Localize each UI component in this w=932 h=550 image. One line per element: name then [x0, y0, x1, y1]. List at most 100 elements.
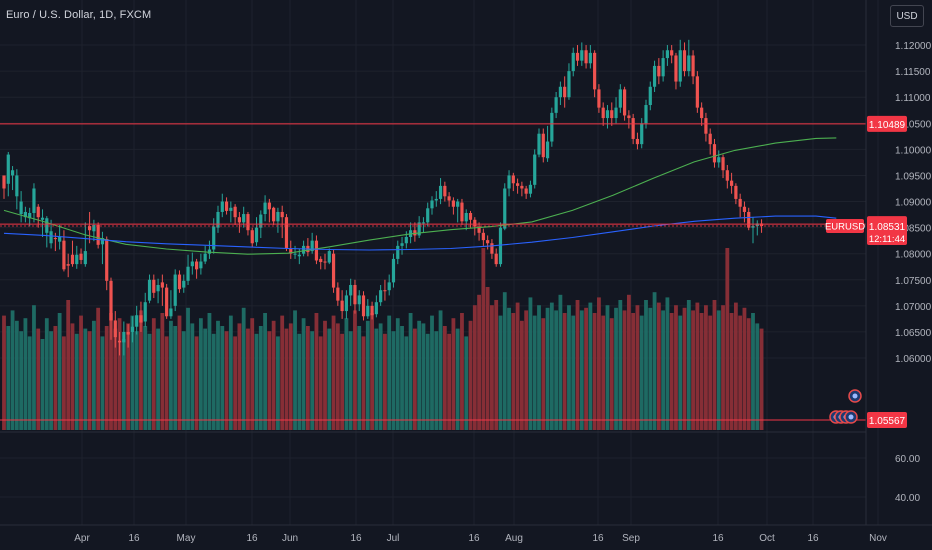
volume-bar [314, 313, 319, 430]
candle-body [490, 243, 494, 254]
volume-bar [733, 302, 738, 430]
volume-bar [472, 305, 477, 430]
price-tick-label: 1.07500 [895, 276, 932, 287]
volume-bar [601, 315, 606, 430]
candle-body [567, 71, 571, 98]
moving-averages [3, 137, 837, 255]
time-tick-label: Jun [282, 533, 298, 544]
candle-body [404, 236, 408, 244]
volume-bar [164, 336, 169, 430]
volume-bar [729, 313, 734, 430]
candle-body [319, 258, 323, 263]
volume-bar [353, 310, 357, 430]
candle-body [468, 213, 473, 220]
candle-body [657, 65, 661, 77]
candle-body [147, 279, 152, 301]
candle-body [199, 261, 203, 269]
candle-body [413, 230, 417, 236]
volume-bar [374, 328, 379, 430]
candle-body [691, 55, 695, 77]
volume-bar [186, 307, 190, 430]
volume-bar [36, 328, 41, 430]
symbol-tag-bg [826, 218, 864, 233]
candle-body [276, 211, 280, 222]
candle-body [524, 188, 528, 194]
candle-body [70, 254, 75, 265]
candle-body [6, 154, 10, 184]
volume-bar [293, 310, 297, 430]
candle-body [456, 201, 460, 207]
candle-body [152, 279, 156, 293]
candle-body [143, 302, 147, 322]
volume-bar [139, 310, 143, 430]
candle-body [122, 331, 126, 343]
volume-bar [177, 315, 182, 430]
volume-bar [498, 315, 503, 430]
symbol-tag: EURUSD [825, 221, 865, 232]
candle-body [186, 266, 190, 281]
volume-bar [288, 323, 293, 430]
candle-body [520, 185, 524, 189]
volume-bar [678, 315, 683, 430]
candle-body [32, 188, 36, 214]
candle-body [75, 254, 79, 265]
volume-bar [524, 310, 529, 430]
candle-body [421, 222, 426, 224]
volume-bar [211, 333, 216, 430]
candle-body [627, 115, 631, 119]
event-markers[interactable] [829, 389, 862, 424]
candle-body [224, 201, 229, 211]
volume-bar [695, 302, 700, 430]
volume-bar [301, 318, 306, 430]
volume-bar [66, 300, 71, 430]
volume-bar [6, 326, 11, 430]
candle-body [721, 157, 725, 171]
volume-bar [194, 336, 199, 430]
volume-bar [190, 323, 195, 430]
candle-body [554, 97, 558, 113]
candle-body [730, 180, 734, 186]
volume-bar [70, 323, 75, 430]
volume-bar [485, 287, 490, 430]
volume-bar [699, 313, 704, 430]
candle-body [242, 214, 246, 223]
candle-body [19, 201, 23, 215]
volume-bar [44, 318, 49, 430]
candle-body [331, 253, 336, 288]
volume-bar [276, 336, 280, 430]
candle-body [674, 55, 678, 82]
volume-bar [430, 315, 434, 430]
candle-body [712, 144, 717, 163]
candle-body [391, 258, 396, 283]
volume-bar [126, 323, 131, 430]
volume-bar [442, 326, 447, 430]
volume-bar [588, 302, 593, 430]
volume-bar [567, 305, 571, 430]
candle-body [117, 340, 122, 343]
volume-bar [224, 331, 229, 430]
price-tick-label: 1.06500 [895, 328, 932, 339]
volume-bar [391, 331, 396, 430]
volume-bar [104, 326, 109, 430]
candle-body [541, 133, 545, 158]
candle-body [618, 89, 622, 108]
volume-bar [639, 315, 644, 430]
price-tick-label: 1.11500 [895, 67, 931, 78]
volume-tick-label: 40.00 [895, 493, 920, 504]
candle-body [417, 222, 421, 236]
candle-body [460, 202, 464, 222]
volume-bar [305, 326, 310, 430]
volume-bar [27, 336, 32, 430]
volume-bar [515, 302, 520, 430]
candle-body [361, 295, 366, 317]
volume-bar [490, 305, 494, 430]
candle-body [708, 133, 712, 145]
volume-bar [23, 318, 28, 430]
volume-bar [528, 297, 533, 430]
level-price-label-bg [867, 412, 907, 428]
volume-bar [656, 302, 661, 430]
candle-body [135, 315, 139, 327]
currency-button[interactable]: USD [890, 5, 924, 27]
volume-bar [549, 302, 554, 430]
